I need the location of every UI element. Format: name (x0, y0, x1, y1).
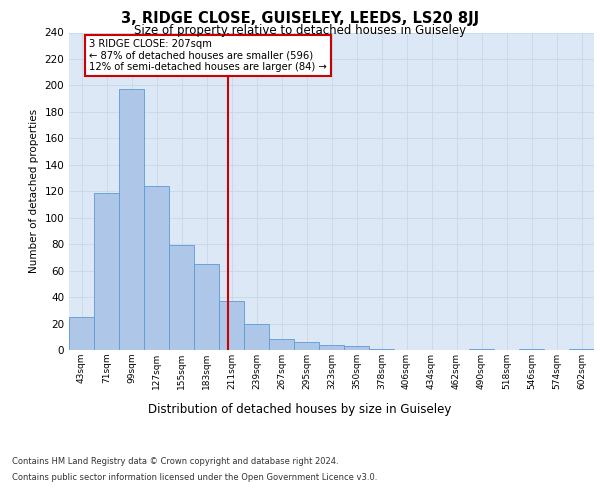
Bar (269, 340, 294, 350)
Bar (94, 192, 119, 350)
Text: Size of property relative to detached houses in Guiseley: Size of property relative to detached ho… (134, 24, 466, 37)
Bar (469, 348, 494, 350)
Bar (369, 348, 394, 350)
Bar (519, 348, 544, 350)
Bar (144, 186, 169, 350)
Text: Distribution of detached houses by size in Guiseley: Distribution of detached houses by size … (148, 402, 452, 415)
Bar (244, 324, 269, 350)
Bar (319, 344, 344, 350)
Text: Contains HM Land Registry data © Crown copyright and database right 2024.: Contains HM Land Registry data © Crown c… (12, 458, 338, 466)
Bar (69, 317, 94, 350)
Bar (294, 342, 319, 350)
Text: 3, RIDGE CLOSE, GUISELEY, LEEDS, LS20 8JJ: 3, RIDGE CLOSE, GUISELEY, LEEDS, LS20 8J… (121, 11, 479, 26)
Bar (119, 90, 144, 350)
Bar (344, 346, 369, 350)
Bar (169, 246, 194, 350)
Text: Contains public sector information licensed under the Open Government Licence v3: Contains public sector information licen… (12, 472, 377, 482)
Y-axis label: Number of detached properties: Number of detached properties (29, 109, 39, 274)
Bar (219, 301, 244, 350)
Text: 3 RIDGE CLOSE: 207sqm
← 87% of detached houses are smaller (596)
12% of semi-det: 3 RIDGE CLOSE: 207sqm ← 87% of detached … (89, 39, 327, 72)
Bar (569, 348, 594, 350)
Bar (194, 264, 219, 350)
